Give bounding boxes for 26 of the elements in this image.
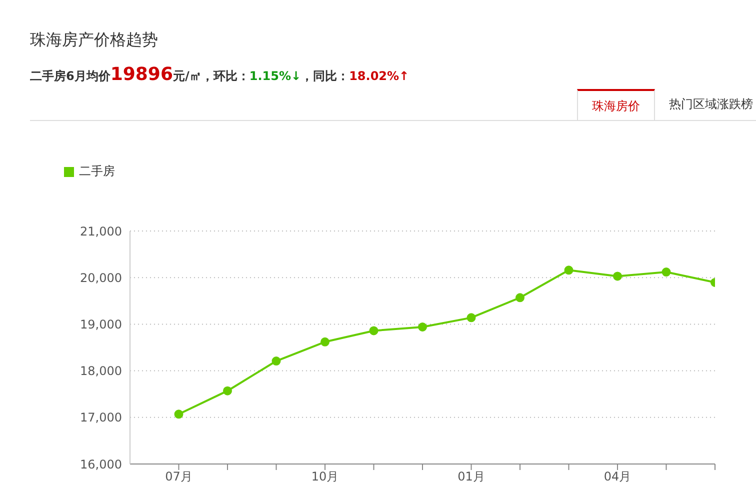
x-tick-label: 04月 (604, 470, 632, 484)
x-tick-label: 07月 (165, 470, 192, 484)
text: 热门区域涨跌榜 (655, 89, 756, 120)
y-tick-label: 16,000 (80, 457, 122, 472)
x-tick-label: 01月 (458, 470, 485, 484)
chart-title: 珠海房产价格趋势 (30, 30, 158, 51)
y-tick-label: 21,000 (80, 224, 122, 238)
point (613, 272, 622, 281)
chart-subtitle: 二手房6月均价19896元/㎡，环比：1.15%↓，同比：18.02%↑ (30, 64, 410, 85)
y-tick-label: 19,000 (80, 317, 122, 332)
x-tick-label: 10月 (311, 470, 339, 484)
point (174, 410, 184, 419)
y-tick-label: 20,000 (80, 270, 122, 285)
point (466, 313, 476, 322)
point (662, 268, 671, 277)
y-tick-label: 17,000 (80, 410, 122, 425)
point (418, 322, 427, 332)
text: 珠海房价 (577, 89, 655, 120)
legend-label: 二手房 (79, 163, 115, 180)
point (223, 386, 232, 396)
point (369, 326, 378, 336)
point (564, 266, 574, 275)
point (272, 356, 281, 366)
y-tick-label: 18,000 (80, 364, 122, 378)
point (516, 293, 524, 302)
point (320, 337, 330, 346)
